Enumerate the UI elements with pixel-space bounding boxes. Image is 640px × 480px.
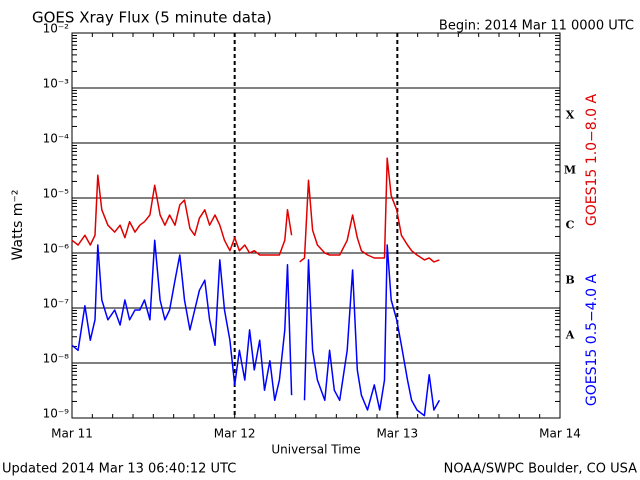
x-axis-label: Universal Time xyxy=(271,443,360,457)
chart-subtitle: Begin: 2014 Mar 11 0000 UTC xyxy=(439,19,634,34)
x-tick-label: Mar 12 xyxy=(214,427,256,441)
y-tick-label: 10⁻⁵ xyxy=(43,187,70,201)
plot-frame xyxy=(71,32,561,419)
y-tick-label: 10⁻⁶ xyxy=(43,242,70,256)
y-tick-label: 10⁻⁸ xyxy=(43,352,70,366)
class-label: X xyxy=(566,109,575,122)
legend-label: GOES15 1.0−8.0 A xyxy=(584,94,600,227)
y-tick-label: 10⁻² xyxy=(43,22,70,36)
x-tick-label: Mar 14 xyxy=(539,427,581,441)
footer-right: NOAA/SWPC Boulder, CO USA xyxy=(444,462,637,477)
y-axis-label: Watts m⁻² xyxy=(10,190,26,261)
class-label: B xyxy=(565,274,574,287)
legend-label: GOES15 0.5−4.0 A xyxy=(584,274,600,407)
chart-title: GOES Xray Flux (5 minute data) xyxy=(32,9,272,27)
x-tick-label: Mar 11 xyxy=(51,427,93,441)
series-line xyxy=(71,157,440,263)
class-label: M xyxy=(564,164,576,177)
y-tick-label: 10⁻⁴ xyxy=(43,132,70,146)
class-label: C xyxy=(566,219,575,232)
y-tick-label: 10⁻⁹ xyxy=(43,407,70,421)
x-tick-label: Mar 13 xyxy=(376,427,418,441)
y-tick-label: 10⁻³ xyxy=(43,77,70,91)
y-tick-label: 10⁻⁷ xyxy=(43,297,70,311)
footer-left: Updated 2014 Mar 13 06:40:12 UTC xyxy=(2,462,236,477)
series-line xyxy=(71,239,441,417)
class-label: A xyxy=(565,329,575,342)
